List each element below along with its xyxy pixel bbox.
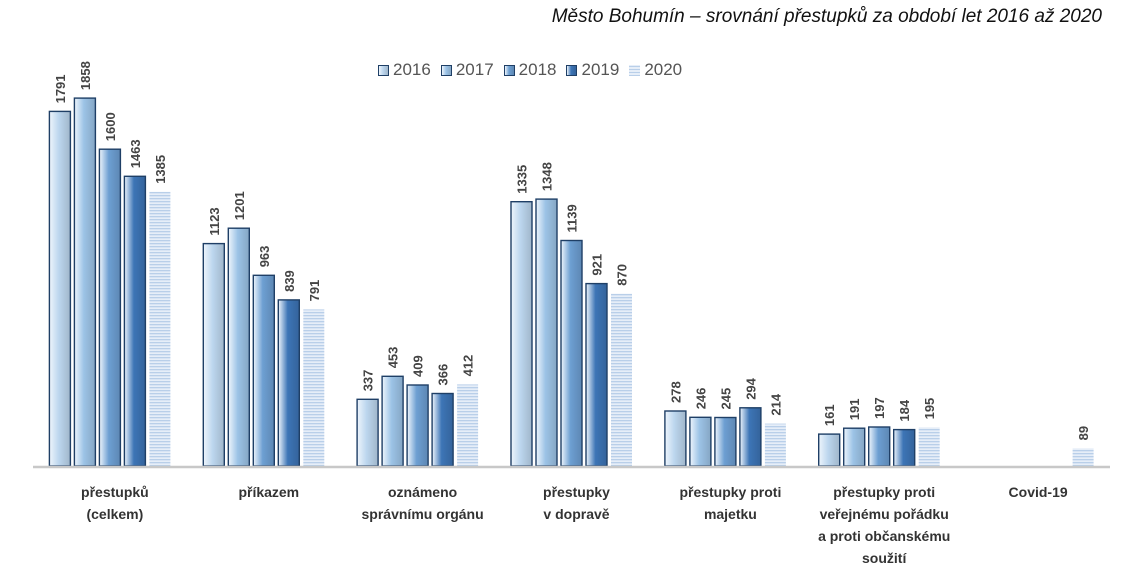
legend-item-2020: 2020 xyxy=(629,60,682,80)
bar-2020-cat-4 xyxy=(764,423,786,466)
category-label: příkazem xyxy=(238,484,299,500)
category-label: přestupky proti veřejnému pořádku a proti … xyxy=(818,484,950,566)
bar-2018-cat-1 xyxy=(252,274,276,467)
legend-swatch xyxy=(440,64,452,76)
legend-swatch xyxy=(629,64,641,76)
bar-2016-cat-3 xyxy=(510,200,533,467)
category-label: oznámeno správnímu orgánu xyxy=(362,484,484,522)
value-label: 791 xyxy=(307,280,322,302)
value-label: 191 xyxy=(847,398,862,420)
value-label: 1385 xyxy=(153,155,168,184)
value-label: 839 xyxy=(282,270,297,292)
legend-label: 2020 xyxy=(644,60,683,79)
bar-2019-cat-4 xyxy=(739,407,762,467)
value-label: 89 xyxy=(1076,426,1091,440)
bar-2016-cat-2 xyxy=(356,398,379,467)
value-label: 1600 xyxy=(103,112,118,141)
legend-item-2017: 2017 xyxy=(440,60,494,80)
bar-2016-cat-5 xyxy=(818,433,841,467)
bar-2017-cat-0 xyxy=(73,97,97,467)
bar-2018-cat-3 xyxy=(560,239,583,467)
category-label: přestupky v dopravě xyxy=(543,484,610,522)
legend-swatch xyxy=(378,64,389,76)
value-label: 245 xyxy=(718,388,733,410)
value-label: 337 xyxy=(361,370,376,392)
bar-2019-cat-3 xyxy=(585,282,608,467)
value-label: 366 xyxy=(436,364,451,386)
bar-2019-cat-0 xyxy=(123,175,147,467)
value-label: 161 xyxy=(822,404,837,426)
bar-2017-cat-5 xyxy=(843,427,866,467)
value-label: 1348 xyxy=(540,162,555,191)
value-label: 1335 xyxy=(515,165,530,194)
bar-2018-cat-4 xyxy=(714,416,737,467)
bar-2020-cat-0 xyxy=(149,191,171,467)
value-label: 453 xyxy=(386,347,401,369)
bar-2017-cat-1 xyxy=(227,227,251,467)
legend-label: 2017 xyxy=(455,60,494,79)
legend-label: 2016 xyxy=(393,60,431,79)
value-label: 294 xyxy=(743,377,758,399)
value-label: 1858 xyxy=(78,61,93,90)
bar-2018-cat-0 xyxy=(98,148,122,467)
bar-2016-cat-1 xyxy=(202,242,226,467)
legend-item-2018: 2018 xyxy=(503,60,557,80)
bar-2019-cat-1 xyxy=(277,299,300,467)
legend-swatch xyxy=(503,64,515,76)
category-label: přestupků (celkem) xyxy=(81,484,149,522)
value-label: 197 xyxy=(872,397,887,419)
value-label: 963 xyxy=(257,246,272,268)
bar-2020-cat-3 xyxy=(611,293,632,466)
bar-2020-cat-1 xyxy=(303,309,325,466)
value-label: 184 xyxy=(897,399,912,421)
value-label: 278 xyxy=(668,381,683,403)
bar-2019-cat-5 xyxy=(893,428,916,467)
value-label: 870 xyxy=(615,264,630,286)
legend: 2016 2017 2018 2019 2020 xyxy=(378,60,682,80)
value-label: 409 xyxy=(411,355,426,377)
category-label: přestupky proti majetku xyxy=(679,484,781,522)
legend-label: 2018 xyxy=(518,60,557,79)
value-label: 246 xyxy=(693,388,708,410)
bar-2019-cat-2 xyxy=(431,392,454,467)
value-label: 195 xyxy=(922,398,937,420)
value-label: 1463 xyxy=(128,139,143,168)
value-label: 1123 xyxy=(207,207,222,235)
value-label: 1791 xyxy=(53,74,68,103)
value-label: 1139 xyxy=(565,204,580,232)
chart-title: Město Bohumín – srovnání přestupků za ob… xyxy=(551,6,1102,27)
bar-2018-cat-5 xyxy=(868,426,891,467)
value-label: 1201 xyxy=(232,191,247,220)
bar-2017-cat-3 xyxy=(535,198,558,467)
legend-label: 2019 xyxy=(581,60,620,79)
legend-item-2016: 2016 xyxy=(378,60,431,80)
category-label: Covid-19 xyxy=(1009,484,1068,500)
value-label: 412 xyxy=(461,355,476,377)
bar-2016-cat-0 xyxy=(48,110,72,467)
bar-2020-cat-5 xyxy=(918,427,940,466)
bar-2017-cat-2 xyxy=(381,375,404,467)
value-label: 214 xyxy=(768,393,783,415)
bar-2017-cat-4 xyxy=(689,416,712,467)
bar-2020-cat-6 xyxy=(1072,448,1094,466)
value-label: 921 xyxy=(590,254,605,276)
bar-2016-cat-4 xyxy=(664,410,687,467)
legend-swatch xyxy=(566,64,578,76)
bar-2020-cat-2 xyxy=(457,384,479,466)
bar-2018-cat-2 xyxy=(406,384,429,467)
legend-item-2019: 2019 xyxy=(566,60,619,80)
